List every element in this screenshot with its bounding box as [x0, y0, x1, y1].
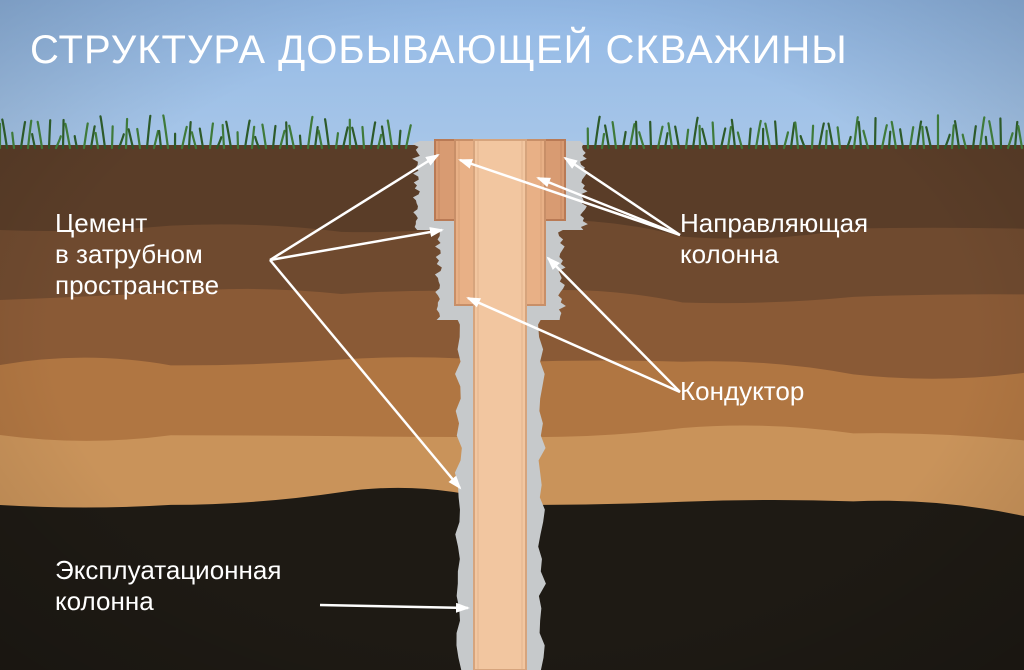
label-conductor: Направляющаяколонна [680, 208, 868, 270]
label-surface: Кондуктор [680, 376, 804, 407]
label-cement: Цементв затрубномпространстве [55, 208, 219, 302]
diagram-stage: СТРУКТУРА ДОБЫВАЮЩЕЙ СКВАЖИНЫ Цементв за… [0, 0, 1024, 670]
diagram-title: СТРУКТУРА ДОБЫВАЮЩЕЙ СКВАЖИНЫ [30, 28, 848, 73]
production_casing [474, 140, 526, 670]
label-production: Эксплуатационнаяколонна [55, 555, 281, 617]
